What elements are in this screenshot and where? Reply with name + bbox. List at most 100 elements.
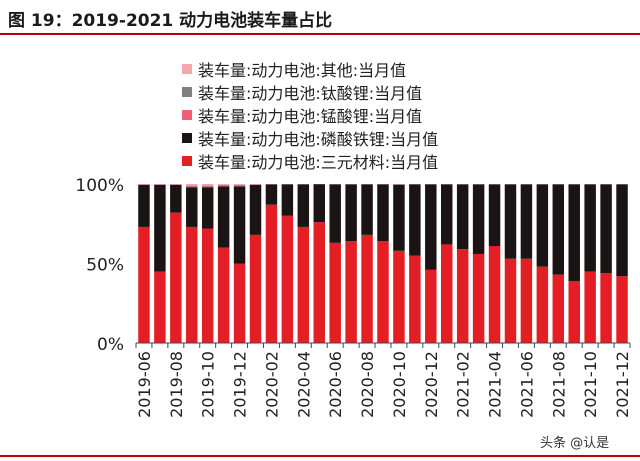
bar-segment bbox=[201, 187, 214, 229]
bar-segment bbox=[568, 184, 580, 281]
bar-segment bbox=[201, 186, 214, 188]
bar-segment bbox=[217, 184, 230, 186]
bar-segment bbox=[297, 226, 310, 343]
x-tick-label: 2019-10 bbox=[199, 351, 218, 418]
bar-segment bbox=[441, 184, 453, 245]
x-tick-label: 2020-06 bbox=[326, 351, 345, 418]
bar-segment bbox=[456, 249, 469, 343]
bar-segment bbox=[217, 185, 230, 187]
bar-segment bbox=[186, 185, 198, 187]
x-tick-label: 2019-08 bbox=[167, 351, 186, 418]
bar-segment bbox=[616, 184, 628, 277]
x-tick-label: 2021-06 bbox=[517, 351, 536, 418]
bar-segment bbox=[520, 258, 533, 343]
bar-segment bbox=[265, 184, 278, 205]
bar-segment bbox=[170, 212, 182, 343]
bar-segment bbox=[201, 184, 214, 186]
bar-segment bbox=[536, 266, 549, 343]
bar-segment bbox=[377, 241, 389, 343]
x-tick-label: 2020-04 bbox=[294, 351, 313, 418]
bar-segment bbox=[233, 184, 246, 186]
x-tick-label: 2019-06 bbox=[135, 351, 154, 418]
bar-segment bbox=[504, 258, 517, 343]
bar-segment bbox=[425, 184, 437, 270]
x-tick-label: 2021-02 bbox=[454, 351, 473, 418]
bar-segment bbox=[616, 276, 628, 343]
bar-segment bbox=[488, 184, 501, 247]
bar-segment bbox=[552, 274, 565, 343]
y-tick-label: 50% bbox=[86, 256, 124, 276]
bar-segment bbox=[472, 184, 485, 254]
y-tick-label: 100% bbox=[75, 176, 124, 196]
bar-segment bbox=[425, 269, 437, 343]
bar-segment bbox=[233, 263, 246, 343]
x-tick-label: 2020-10 bbox=[390, 351, 409, 418]
legend-label: 装车量:动力电池:三元材料:当月值 bbox=[198, 153, 438, 172]
legend-label: 装车量:动力电池:磷酸铁锂:当月值 bbox=[198, 130, 438, 149]
bar-segment bbox=[552, 184, 565, 275]
bar-segment bbox=[393, 184, 405, 251]
x-tick-label: 2021-12 bbox=[613, 351, 632, 418]
bar-segment bbox=[456, 184, 469, 250]
bar-segment bbox=[217, 247, 230, 343]
legend-swatch bbox=[182, 133, 192, 143]
y-tick-label: 0% bbox=[97, 335, 124, 355]
bar-segment bbox=[313, 184, 325, 223]
watermark: 头条 @认是 bbox=[540, 436, 610, 451]
bar-segment bbox=[138, 226, 150, 343]
bar-segment bbox=[536, 184, 549, 267]
legend-swatch bbox=[182, 156, 192, 166]
bar-segment bbox=[249, 184, 262, 235]
bar-segment bbox=[329, 184, 341, 243]
bar-segment bbox=[441, 244, 453, 343]
bar-segment bbox=[233, 185, 246, 187]
bar-segment bbox=[170, 184, 182, 213]
bar-segment bbox=[217, 184, 230, 185]
bar-segment bbox=[249, 234, 262, 343]
chart-title: 图 19：2019-2021 动力电池装车量占比 bbox=[8, 11, 333, 31]
bar-segment bbox=[186, 184, 198, 186]
bar-segment bbox=[186, 186, 198, 188]
bar-segment bbox=[488, 246, 501, 343]
bar-segment bbox=[313, 222, 325, 343]
bar-segment bbox=[154, 184, 166, 272]
bar-segment bbox=[233, 186, 246, 264]
bar-segment bbox=[345, 241, 357, 343]
title-rule bbox=[0, 33, 640, 35]
bar-segment bbox=[520, 184, 533, 259]
bar-segment bbox=[297, 184, 310, 227]
bar-segment bbox=[361, 234, 373, 343]
x-tick-label: 2020-02 bbox=[262, 351, 281, 418]
bar-segment bbox=[233, 184, 246, 185]
bar-segment bbox=[600, 184, 612, 274]
bar-segment bbox=[409, 184, 421, 256]
x-tick-label: 2021-04 bbox=[486, 351, 505, 418]
x-tick-label: 2020-08 bbox=[358, 351, 377, 418]
bar-segment bbox=[154, 271, 166, 343]
footer-rule bbox=[0, 455, 640, 457]
bar-segment bbox=[345, 184, 357, 242]
bar-segment bbox=[329, 242, 341, 343]
bar-segment bbox=[393, 250, 405, 343]
x-tick-label: 2021-10 bbox=[581, 351, 600, 418]
legend-swatch bbox=[182, 110, 192, 120]
bar-segment bbox=[281, 184, 294, 216]
bar-segment bbox=[217, 186, 230, 248]
legend-label: 装车量:动力电池:其他:当月值 bbox=[198, 61, 406, 80]
bar-segment bbox=[568, 280, 580, 343]
x-tick-label: 2020-12 bbox=[422, 351, 441, 418]
bar-segment bbox=[281, 215, 294, 343]
bar-segment bbox=[201, 185, 214, 187]
bar-segment bbox=[201, 228, 214, 343]
bar-segment bbox=[186, 187, 198, 227]
bar-segment bbox=[186, 226, 198, 343]
legend-label: 装车量:动力电池:钛酸锂:当月值 bbox=[198, 84, 422, 103]
legend-label: 装车量:动力电池:锰酸锂:当月值 bbox=[198, 107, 422, 126]
bar-segment bbox=[584, 184, 596, 272]
bar-segment bbox=[265, 204, 278, 343]
bar-segment bbox=[409, 255, 421, 343]
bar-segment bbox=[377, 184, 389, 242]
legend-swatch bbox=[182, 87, 192, 97]
bar-segment bbox=[504, 184, 517, 259]
